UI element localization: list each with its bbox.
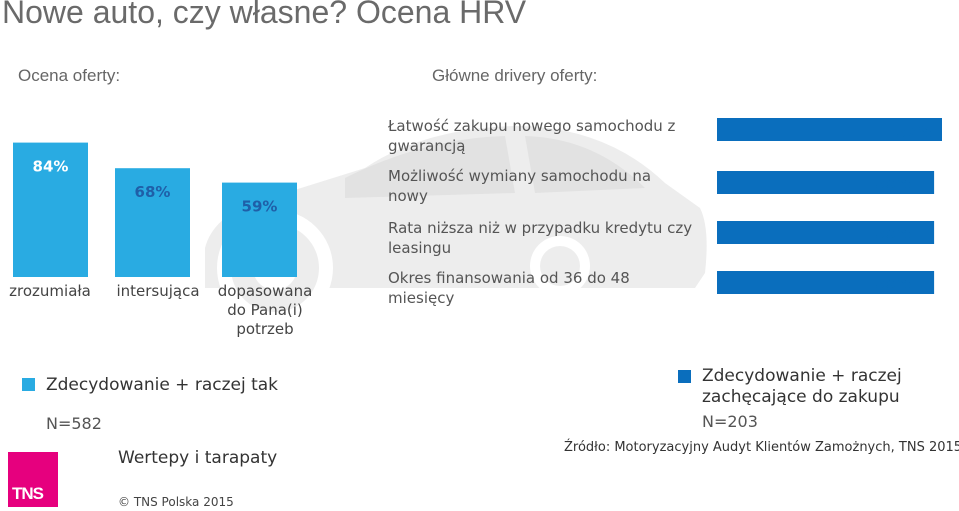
driver-label-1: Łatwość zakupu nowego samochodu z gwaran… <box>388 117 676 155</box>
hbar-4 <box>717 271 935 294</box>
driver-label-2: Możliwość wymiany samochodu na nowy <box>388 167 652 205</box>
footer-title: Wertepy i tarapaty <box>118 448 278 468</box>
category-label-2: intersująca <box>116 282 200 300</box>
hbar-3 <box>717 221 935 244</box>
right-heading: Główne drivery oferty: <box>432 66 598 85</box>
hbar-value-label-3: 55% <box>875 224 911 242</box>
left-heading: Ocena oferty: <box>18 66 121 85</box>
tns-logo-icon: TNS <box>8 452 58 507</box>
legend-swatch-left <box>22 378 35 391</box>
bar-value-label-1: 84% <box>33 158 69 176</box>
hbar-value-label-1: 57% <box>896 123 932 141</box>
hbar-1 <box>717 118 942 141</box>
copyright: © TNS Polska 2015 <box>118 495 234 509</box>
bar-1 <box>13 142 88 277</box>
bar-3 <box>222 182 297 277</box>
legend-label-left: Zdecydowanie + raczej tak <box>46 375 279 395</box>
page-title: Nowe auto, czy własne? Ocena HRV <box>2 0 527 30</box>
category-label-1: zrozumiała <box>9 282 91 300</box>
bar-2 <box>115 168 190 277</box>
driver-label-4: Okres finansowania od 36 do 48 miesięcy <box>388 269 630 307</box>
category-label-3: dopasowana do Pana(i) potrzeb <box>217 282 313 338</box>
hbar-value-label-4: 55% <box>875 274 911 292</box>
legend-label-right-line1: Zdecydowanie + raczej <box>702 366 902 386</box>
logo-text: TNS <box>12 484 44 503</box>
source-note: Źródło: Motoryzacyjny Audyt Klientów Zam… <box>564 440 959 455</box>
bar-value-label-2: 68% <box>135 183 171 201</box>
hbar-2 <box>717 171 935 194</box>
legend-swatch-right <box>678 370 691 383</box>
bar-value-label-3: 59% <box>242 198 278 216</box>
legend-label-right-line2: zachęcające do zakupu <box>702 387 900 407</box>
sample-size-right: N=203 <box>702 412 758 431</box>
sample-size-left: N=582 <box>46 414 102 433</box>
hbar-value-label-2: 55% <box>875 174 911 192</box>
driver-label-3: Rata niższa niż w przypadku kredytu czy … <box>388 219 693 257</box>
